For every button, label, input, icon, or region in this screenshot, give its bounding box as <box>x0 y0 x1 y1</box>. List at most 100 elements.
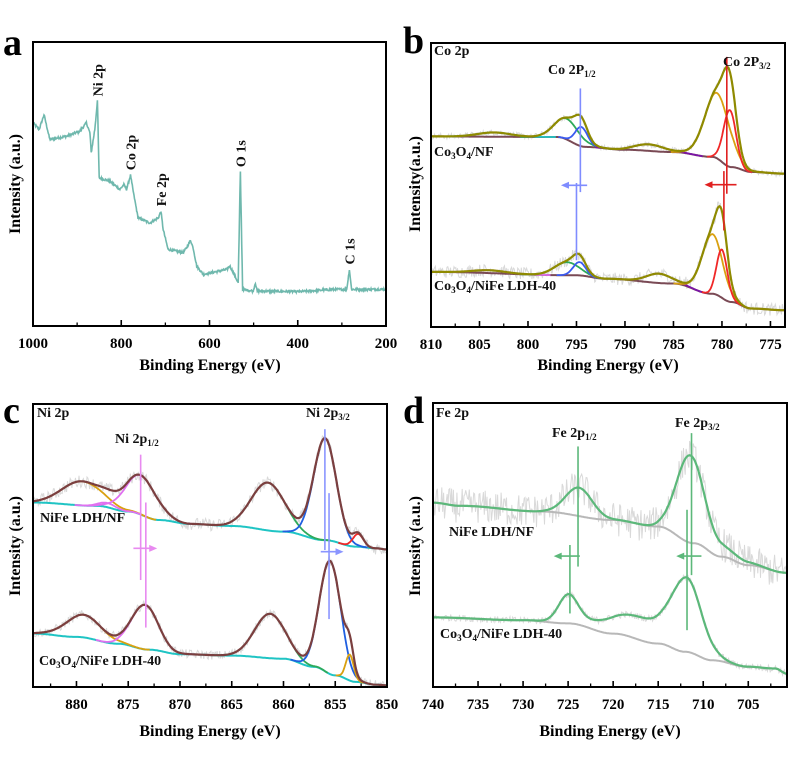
raw-data-line <box>433 440 787 585</box>
shift-arrowhead <box>149 544 158 552</box>
fit-envelope-line <box>33 436 387 551</box>
fit-component-line <box>205 481 331 542</box>
x-tick-label: 200 <box>375 336 398 352</box>
plot-frame <box>432 402 788 688</box>
peak-annotation: Co 2p <box>125 135 140 171</box>
x-tick-label: 875 <box>117 697 140 713</box>
peak-label-co-2p3-2: Co 2P3/2 <box>723 56 771 71</box>
fit-component-line <box>520 117 614 151</box>
shift-arrowhead <box>553 552 562 560</box>
fit-envelope-line <box>431 65 785 175</box>
fit-component-line <box>670 91 763 174</box>
panel-a: Ni 2p Co 2p Fe 2p O 1s C 1s 1000 800 600 400 200 <box>18 41 398 352</box>
x-tick-label: 855 <box>324 697 347 713</box>
peak-label-main: Ni 2p <box>306 406 339 421</box>
x-tick-label: 735 <box>467 697 490 713</box>
panel-letter-b: b <box>403 20 425 62</box>
fit-component-line <box>701 248 743 307</box>
shift-arrowhead <box>676 552 685 560</box>
x-tick-label: 715 <box>647 697 670 713</box>
peak-label-fe-2p1-2: Fe 2p1/2 <box>552 427 597 442</box>
x-tick-label: 870 <box>169 697 192 713</box>
x-tick-label: 785 <box>662 337 685 353</box>
sample-label-c-bottom: Co3O4/NiFe LDH-40 <box>39 655 161 670</box>
fit-component-line <box>335 653 365 684</box>
x-tick-label: 860 <box>272 697 295 713</box>
y-axis-label-c: Intensity (a.u.) <box>7 496 24 597</box>
label-part: /NF <box>471 145 494 160</box>
label-sub: 4 <box>466 285 472 295</box>
label-sub: 3 <box>451 285 456 295</box>
label-part: Co <box>434 279 452 294</box>
x-tick-label: 880 <box>65 697 88 713</box>
panel-d: 740 735 730 725 720 715 710 705 <box>422 402 788 713</box>
y-axis-label-a: Intensity (a.u.) <box>7 134 24 235</box>
plot-area-d <box>433 433 787 678</box>
x-tick-label: 810 <box>420 337 443 353</box>
label-part: Co <box>39 654 57 669</box>
panel-letter-d: d <box>403 390 425 432</box>
plot-frame <box>32 403 388 688</box>
shift-arrowhead <box>704 181 713 189</box>
sample-label-d-bottom: Co3O4/NiFe LDH-40 <box>440 628 562 643</box>
fit-component-line <box>95 603 195 656</box>
label-part: Co <box>434 145 452 160</box>
label-part: O <box>455 145 467 160</box>
plot-area-c <box>33 429 387 687</box>
sample-label-b-bottom: Co3O4/NiFe LDH-40 <box>434 280 556 295</box>
x-axis-label-a: Binding Energy (eV) <box>139 357 281 374</box>
panel-c: 880 875 870 865 860 855 850 <box>32 403 399 713</box>
panel-letter-a: a <box>3 22 22 64</box>
plot-area-a <box>33 100 386 296</box>
panel-title-b: Co 2p <box>434 44 470 59</box>
label-part: /NiFe LDH-40 <box>471 279 557 294</box>
x-tick-label: 705 <box>737 697 760 713</box>
peak-label-co-2p1-2: Co 2P1/2 <box>548 64 596 79</box>
fit-component-line <box>290 559 370 685</box>
peak-label-main: Fe 2p <box>552 426 586 441</box>
peak-annotation: C 1s <box>343 238 358 265</box>
background-line <box>433 616 787 675</box>
panel-b: 810 805 800 795 790 785 780 775 <box>420 42 786 353</box>
peak-label-main: Co 2P <box>723 55 760 70</box>
x-tick-label: 805 <box>468 337 491 353</box>
x-tick-label: 720 <box>602 697 625 713</box>
fit-envelope-line <box>433 576 787 675</box>
x-tick-label: 800 <box>110 336 133 352</box>
label-sub: 4 <box>466 151 472 161</box>
x-tick-label: 795 <box>565 337 588 353</box>
panel-letter-c: c <box>3 390 20 432</box>
x-tick-label: 600 <box>198 336 221 352</box>
label-part: /NiFe LDH-40 <box>76 654 162 669</box>
plot-frame <box>430 42 786 328</box>
x-tick-label: 850 <box>376 697 399 713</box>
label-part: Co <box>440 627 458 642</box>
label-sub: 4 <box>472 633 478 643</box>
x-tick-label: 865 <box>220 697 243 713</box>
plot-frame <box>32 41 387 327</box>
peak-label-fe-2p3-2: Fe 2p3/2 <box>675 417 720 432</box>
peak-label-sub: 3/2 <box>759 61 771 71</box>
peak-label-sub: 1/2 <box>147 438 159 448</box>
plot-area-b <box>431 56 785 317</box>
peak-annotation: O 1s <box>234 140 249 167</box>
raw-data-line <box>431 201 785 317</box>
shift-arrowhead <box>560 181 569 189</box>
x-tick-label: 780 <box>711 337 734 353</box>
panel-title-c: Ni 2p <box>37 406 70 421</box>
x-axis-label-b: Binding Energy (eV) <box>537 357 679 374</box>
shift-arrowhead <box>335 548 344 556</box>
fit-envelope-line <box>431 205 785 312</box>
y-axis-label-b: Intensity(a.u.) <box>407 136 424 233</box>
x-tick-label: 740 <box>422 697 445 713</box>
peak-label-ni-2p1-2: Ni 2p1/2 <box>115 433 159 448</box>
fit-envelope-line <box>33 559 387 687</box>
fit-envelope-line <box>433 454 787 574</box>
x-tick-label: 730 <box>512 697 535 713</box>
x-axis-label-c: Binding Energy (eV) <box>139 723 281 740</box>
x-tick-label: 790 <box>614 337 637 353</box>
survey-line <box>33 100 386 296</box>
label-part: /NiFe LDH-40 <box>477 627 563 642</box>
peak-label-ni-2p3-2: Ni 2p3/2 <box>306 407 350 422</box>
